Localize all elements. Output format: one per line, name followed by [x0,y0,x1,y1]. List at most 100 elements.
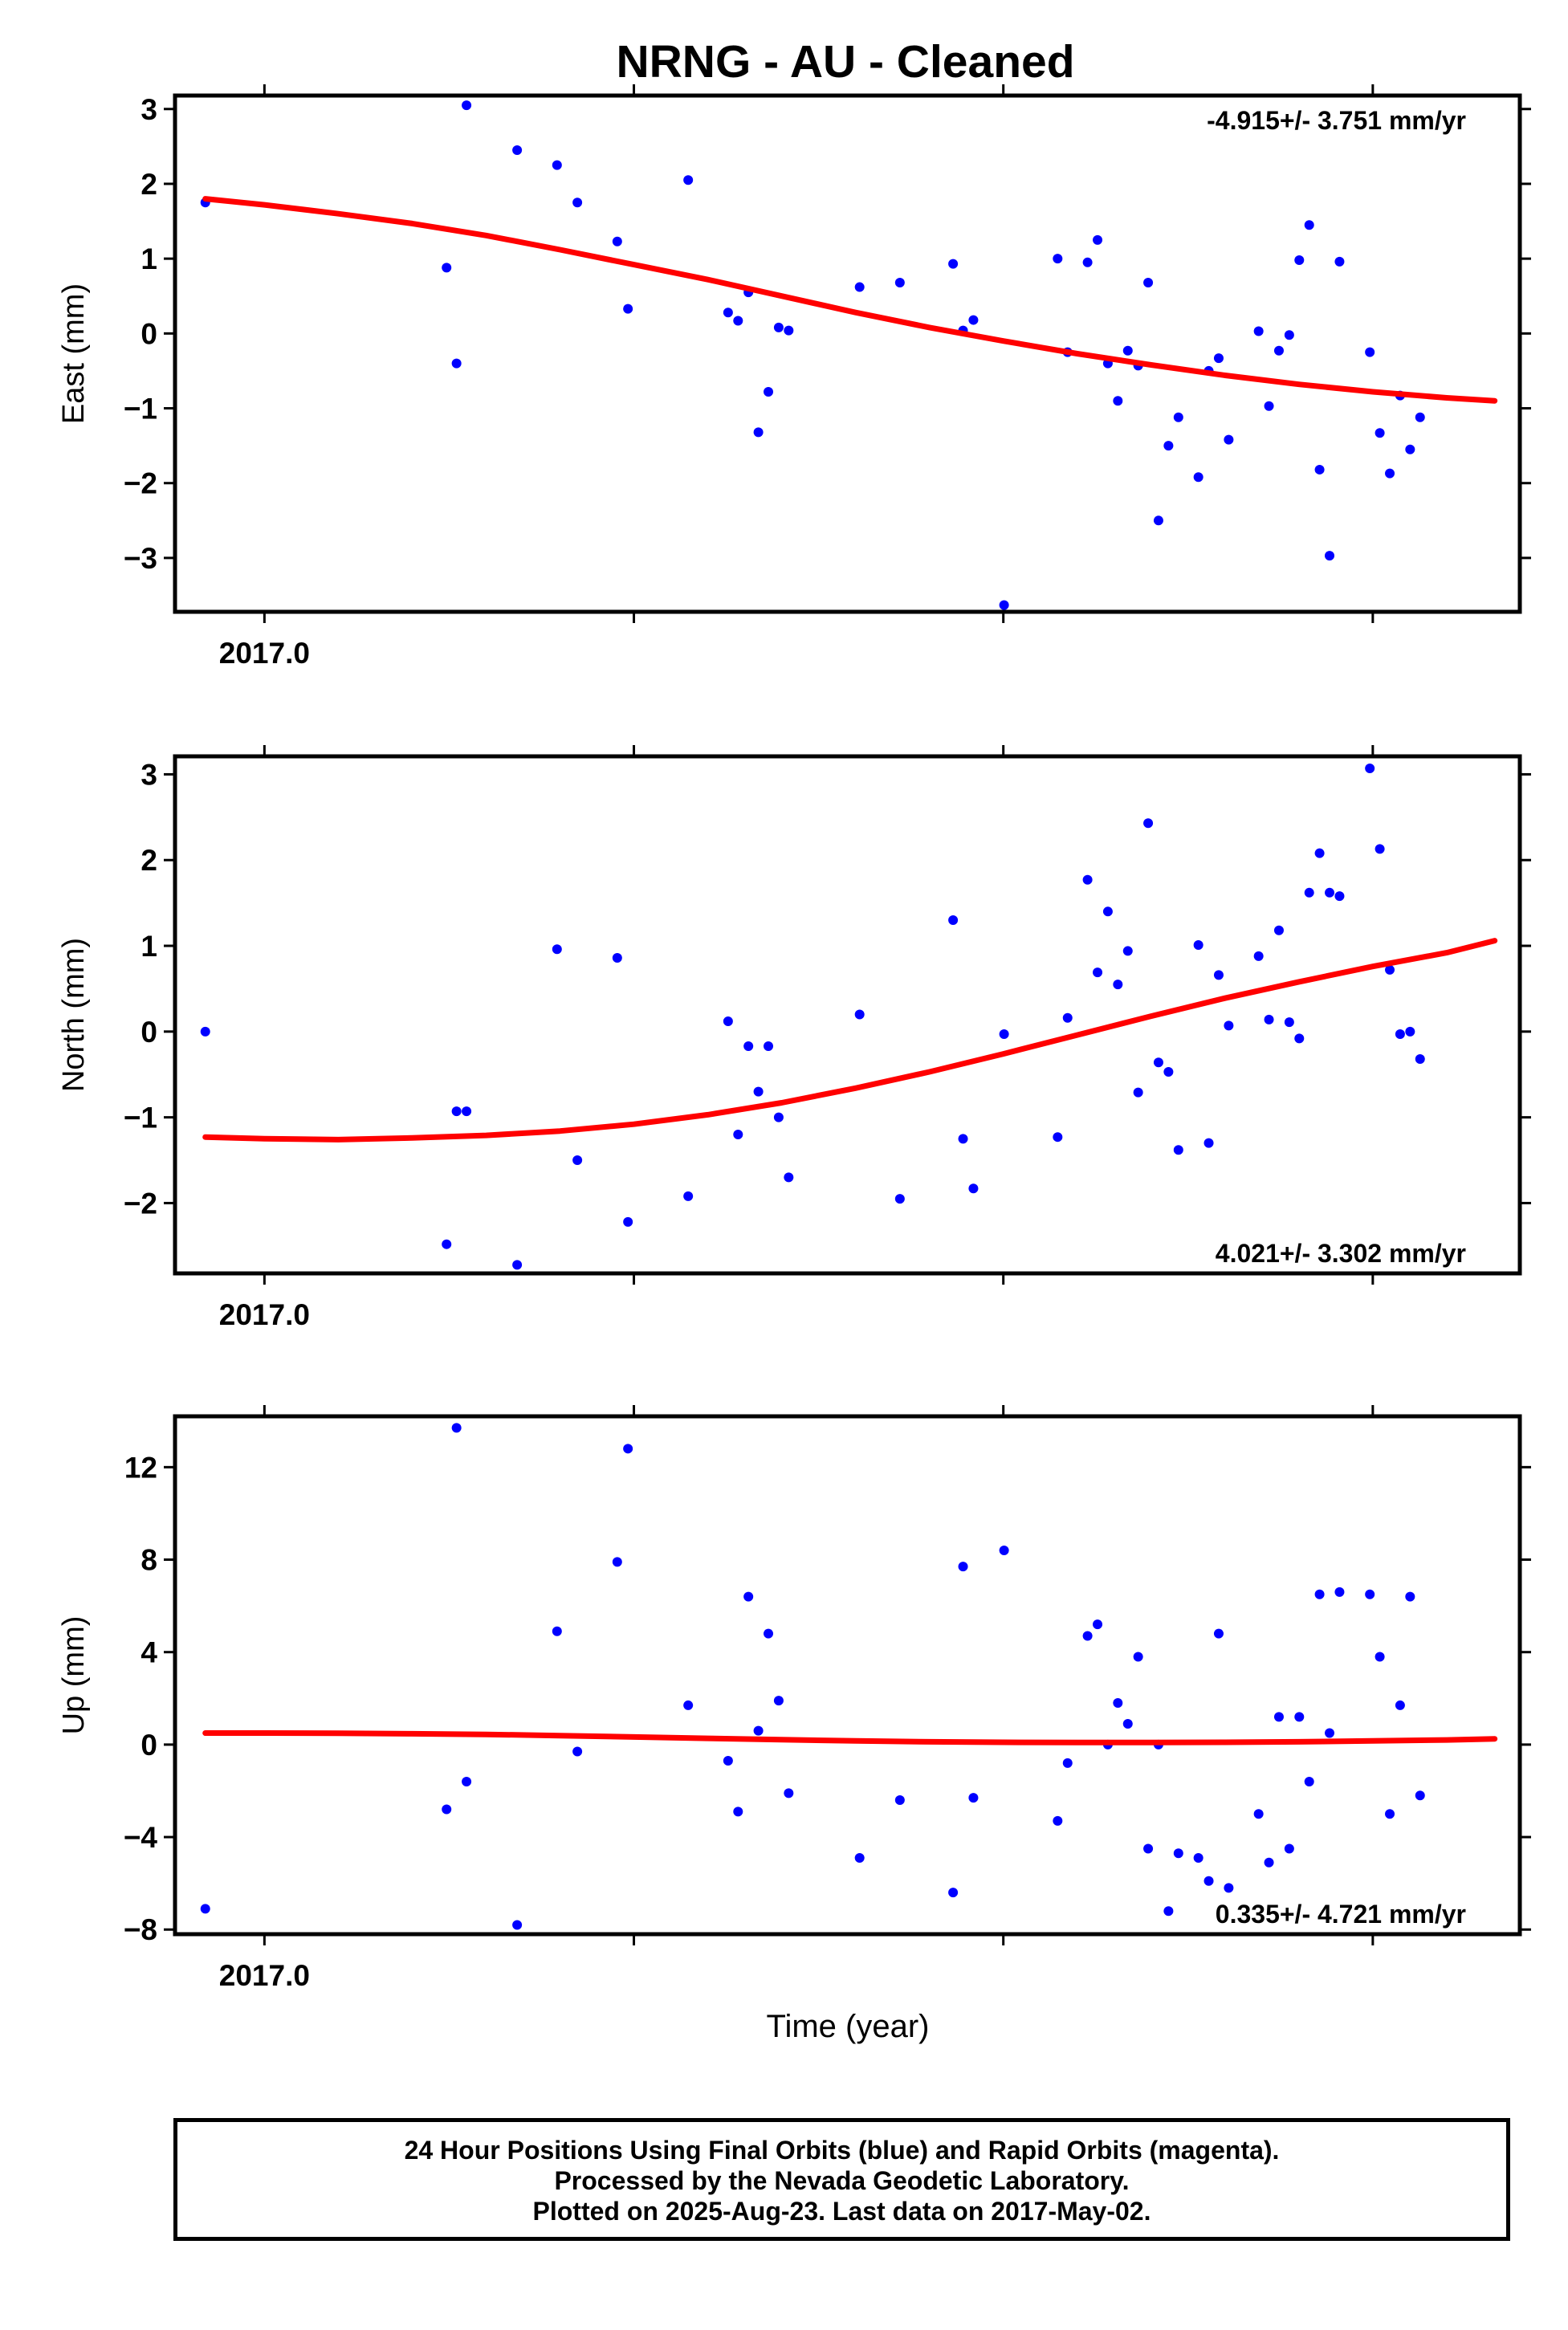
data-point [1153,1057,1163,1068]
y-tick-label: 3 [141,93,157,126]
data-point [1224,1020,1234,1031]
data-point [1143,277,1154,287]
data-point [764,1628,774,1639]
data-point [854,1009,865,1020]
data-point [733,316,743,326]
footer-line-2: Processed by the Nevada Geodetic Laborat… [554,2166,1130,2195]
data-point [451,358,462,369]
data-point [764,1041,774,1051]
y-tick-label: 0 [141,1729,157,1762]
data-point [784,325,794,336]
data-point [1304,1776,1314,1786]
data-point [1325,551,1335,561]
data-point [1113,396,1123,406]
data-point [784,1788,794,1798]
data-point [1093,1619,1103,1630]
data-point [462,1106,472,1117]
y-tick-label: −1 [124,1102,157,1134]
data-point [1314,1589,1325,1599]
data-point [1365,763,1375,773]
footer-line-1: 24 Hour Positions Using Final Orbits (bl… [404,2136,1280,2165]
panel-frame-3 [173,1414,1522,1937]
data-point [552,944,562,955]
data-point [1163,1906,1174,1917]
y-tick-label: 1 [141,930,157,963]
data-point [948,259,959,269]
data-point [1273,345,1284,356]
data-point [999,1029,1009,1040]
data-point [1264,1014,1274,1024]
y-axis-label: North (mm) [57,938,91,1092]
y-axis-label: East (mm) [57,283,91,424]
data-point [1253,951,1264,961]
data-point [451,1423,462,1433]
data-point [1273,1712,1284,1722]
data-point [753,1725,764,1736]
data-point [1113,980,1123,990]
data-point [1273,925,1284,935]
y-axis-label: Up (mm) [57,1616,91,1735]
data-point [442,263,452,273]
data-point [1415,1054,1425,1065]
data-point [1053,1815,1063,1826]
data-point [1385,964,1395,975]
data-point [999,600,1009,610]
data-point [1133,1087,1143,1098]
data-point [1314,464,1325,475]
data-point [1113,1698,1123,1709]
data-point [1053,1132,1063,1143]
data-point [1304,220,1314,230]
footer-box: 24 Hour Positions Using Final Orbits (bl… [173,2118,1510,2241]
data-point [451,1106,462,1117]
data-point [1122,345,1133,356]
y-tick-label: 3 [141,758,157,791]
data-point [1153,515,1163,526]
y-tick-label: −2 [124,467,157,500]
data-point [1375,428,1385,438]
y-tick-label: −1 [124,393,157,426]
data-point [1405,444,1415,454]
x-tick-label: 2017.0 [219,1298,310,1331]
y-tick-label: 2 [141,844,157,877]
data-point [743,1041,754,1051]
data-point [723,308,733,318]
data-point [572,1155,583,1166]
data-point [1224,434,1234,445]
data-point [442,1804,452,1815]
data-point [773,1112,784,1122]
data-point [764,387,774,397]
data-point [462,1776,472,1786]
data-point [200,1026,210,1037]
data-point [1163,1067,1174,1077]
data-point [552,160,562,170]
data-point [1224,1883,1234,1893]
y-tick-label: −2 [124,1187,157,1220]
data-point [512,1920,523,1930]
data-point [1325,887,1335,898]
data-point [683,1191,694,1201]
y-tick-label: 8 [141,1544,157,1577]
data-point [512,1260,523,1270]
data-point [1213,1628,1224,1639]
data-point [894,1194,905,1204]
data-point [1213,353,1224,364]
data-point [1314,848,1325,858]
data-point [723,1756,733,1766]
data-point [683,1700,694,1710]
y-tick-label: 0 [141,317,157,350]
rate-annotation: 0.335+/- 4.721 mm/yr [1216,1900,1466,1929]
data-point [1093,234,1103,245]
y-tick-label: 12 [124,1451,157,1484]
data-point [623,1444,633,1454]
data-point [1264,1857,1274,1868]
data-point [773,1696,784,1706]
data-point [1203,1876,1214,1886]
data-point [1284,1843,1294,1854]
data-point [612,952,622,963]
data-point [999,1546,1009,1556]
data-point [612,1557,622,1567]
data-point [854,282,865,292]
data-point [683,175,694,185]
fit-line [202,938,1498,1143]
